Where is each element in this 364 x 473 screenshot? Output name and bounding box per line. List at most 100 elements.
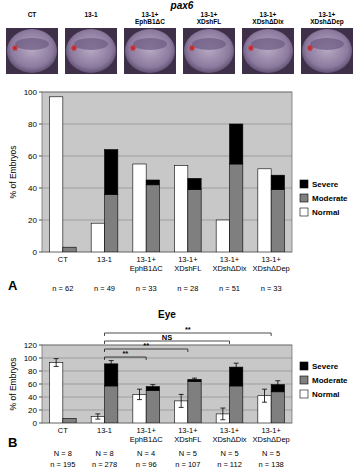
image-label-line: 13-1+ <box>201 11 218 18</box>
bar <box>271 190 284 252</box>
embryo <box>302 29 352 73</box>
tick-label: 80 <box>28 367 37 376</box>
stain <box>74 38 108 50</box>
image-label: CT <box>28 11 37 18</box>
bar <box>230 164 243 252</box>
bar <box>258 169 271 252</box>
count-label: N = 5 <box>179 449 197 458</box>
category-label-line: EphB1ΔC <box>130 264 164 273</box>
significance-label: ** <box>185 325 191 334</box>
category-label-line: XDshFL <box>174 435 201 444</box>
error-cap <box>179 407 184 408</box>
stain <box>310 38 344 50</box>
bar <box>188 381 201 423</box>
error-cap <box>95 413 100 414</box>
error-cap <box>95 419 100 420</box>
count-label: N = 4 <box>137 449 155 458</box>
count-label: n = 49 <box>94 284 115 293</box>
error-cap <box>262 402 267 403</box>
tick-label: 120 <box>24 341 38 350</box>
error-cap <box>137 399 142 400</box>
title: Eye <box>158 309 176 320</box>
grid-line <box>42 188 292 189</box>
category-label: 13-1+XDshΔDep <box>253 255 290 273</box>
tick-label: 100 <box>24 88 38 97</box>
plot-bg <box>42 345 292 423</box>
significance-bracket: NS <box>105 333 230 344</box>
bar <box>91 223 104 252</box>
significance-bracket: ** <box>105 325 272 336</box>
image-bg <box>242 28 294 74</box>
legend: SevereModerateNormal <box>300 180 348 217</box>
count-label: n = 51 <box>219 284 240 293</box>
embryo <box>243 29 293 73</box>
error-cap <box>192 380 197 381</box>
legend: SevereModerateNormal <box>300 362 348 399</box>
error-bar <box>95 414 100 419</box>
count-label: n = 107 <box>175 460 200 469</box>
category-label: 13-1 <box>97 255 112 264</box>
error-line <box>181 394 182 407</box>
image-label-line: 13-1+ <box>260 11 277 18</box>
asterisk <box>309 45 312 50</box>
tick-label: 100 <box>24 354 38 363</box>
tick-label: 60 <box>28 380 37 389</box>
error-cap <box>275 388 280 389</box>
stain <box>251 38 285 50</box>
image-label-line: XDshΔDix <box>252 18 284 25</box>
marks <box>50 97 285 252</box>
image-label-line: CT <box>28 11 37 18</box>
tick <box>39 156 42 157</box>
y-label: % of Embryos <box>8 146 18 199</box>
legend-swatch <box>300 390 308 398</box>
error-line <box>236 363 237 371</box>
bar <box>216 220 229 252</box>
tick <box>39 252 42 253</box>
panel-label: A <box>8 278 18 293</box>
legend-swatch <box>300 180 308 188</box>
bar <box>271 175 284 189</box>
category-label: 13-1 <box>97 426 112 435</box>
bar <box>146 180 159 185</box>
error-line <box>97 414 98 419</box>
error-bar <box>54 359 59 367</box>
legend-label: Severe <box>312 180 339 189</box>
image-bg <box>6 28 58 74</box>
page: {"images": {"title": "pax6", "labels": [… <box>0 0 364 473</box>
category-label-line: CT <box>58 255 68 264</box>
category-label: 13-1+EphB1ΔC <box>130 426 164 444</box>
asterisk <box>309 45 312 50</box>
error-bar <box>275 381 280 389</box>
count-label: N = 8 <box>54 449 72 458</box>
image-title: pax6 <box>170 0 194 11</box>
tick <box>39 345 42 346</box>
count-label: n = 138 <box>259 460 284 469</box>
tick-label: 20 <box>28 406 37 415</box>
bar <box>105 386 118 423</box>
category-label-line: XDshΔDep <box>253 264 290 273</box>
bar <box>105 150 118 195</box>
error-cap <box>179 394 184 395</box>
bar <box>146 391 159 424</box>
error-line <box>277 381 278 389</box>
count-label: n = 195 <box>50 460 75 469</box>
asterisk <box>132 45 135 50</box>
image-bg <box>183 28 235 74</box>
error-line <box>152 385 153 389</box>
grid-line <box>42 384 292 385</box>
image-label: 13-1+XDshFL <box>197 11 222 25</box>
bar <box>146 185 159 252</box>
plot-frame <box>42 345 292 423</box>
legend-swatch <box>300 362 308 370</box>
image-bg <box>65 28 117 74</box>
tick-label: 20 <box>28 216 37 225</box>
grid-line <box>42 156 292 157</box>
bar <box>63 418 76 423</box>
chart: 020406080100120% of EmbryosCTN = 8n = 19… <box>8 309 348 469</box>
error-bar <box>137 389 142 399</box>
panel-label: B <box>8 435 17 450</box>
tick <box>39 358 42 359</box>
tick <box>39 188 42 189</box>
category-label-line: XDshΔDix <box>212 435 246 444</box>
image-label-line: 13-1+ <box>319 11 336 18</box>
